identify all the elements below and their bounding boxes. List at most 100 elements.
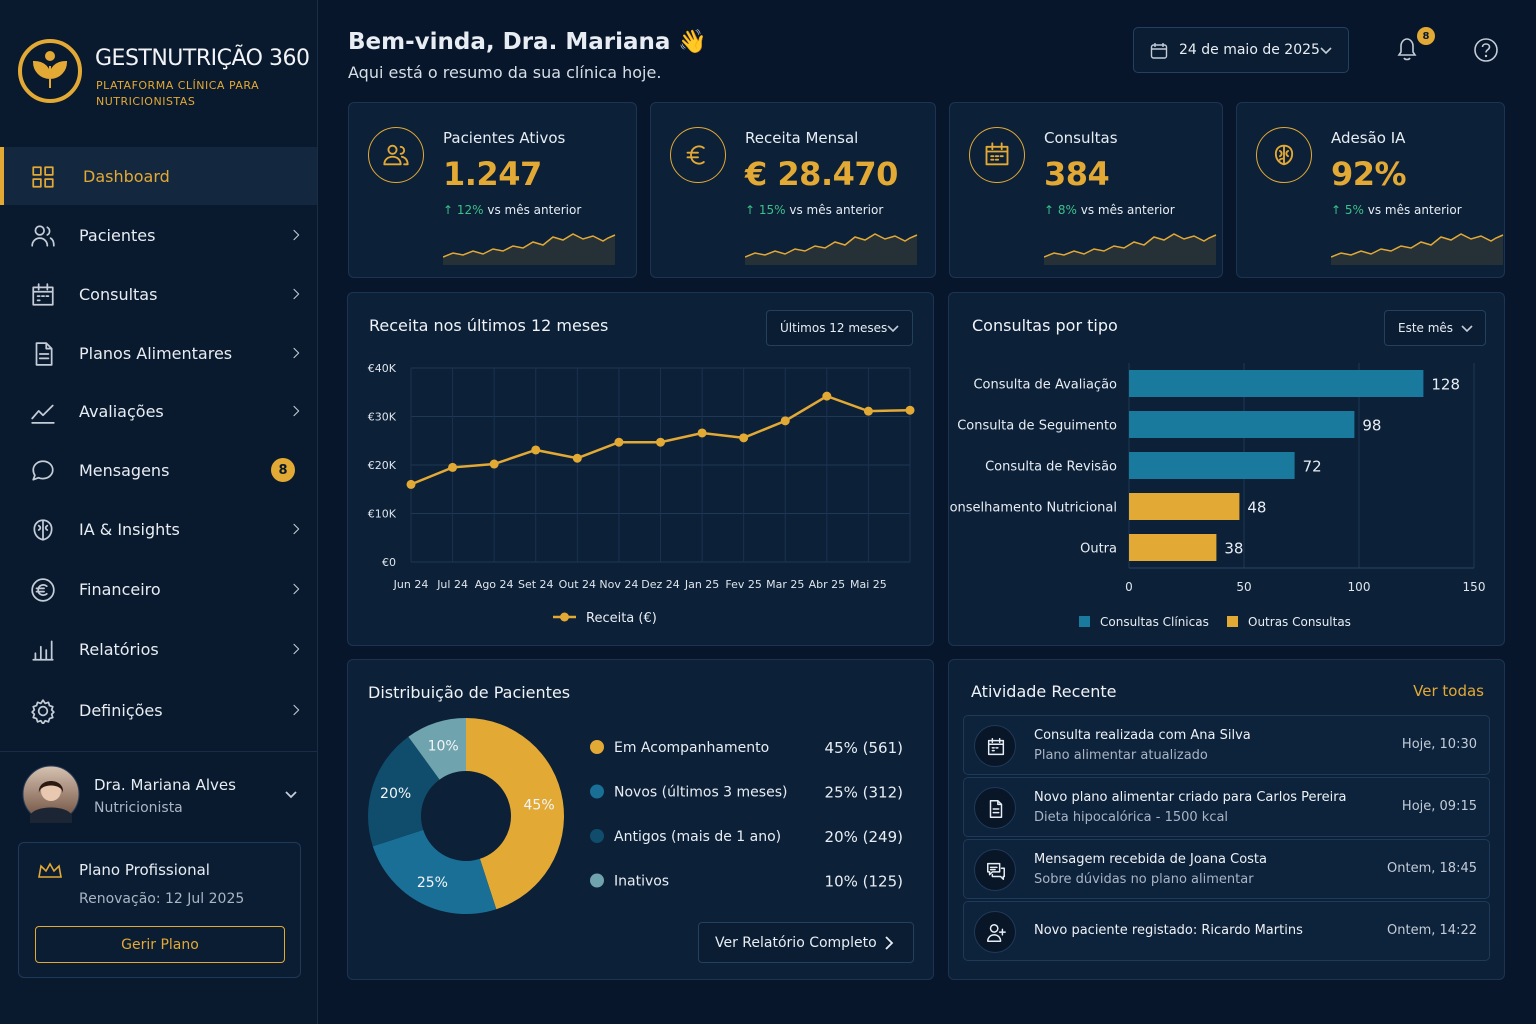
- x-tick-label: Ago 24: [475, 578, 514, 591]
- nav-item[interactable]: Planos Alimentares: [0, 324, 317, 382]
- period: Últimos 12 meses: [780, 321, 888, 335]
- user-menu-chevron[interactable]: [284, 788, 298, 802]
- chevron: [293, 405, 300, 417]
- nav-item[interactable]: Consultas: [0, 265, 317, 323]
- distribution-card: Distribuição de Pacientes 45% Em Acompanh…: [347, 659, 934, 980]
- activity-icon: [974, 725, 1016, 767]
- slice-label: 45%: [524, 797, 555, 813]
- legend-dot: [590, 829, 604, 843]
- arrow: ↑: [443, 203, 457, 217]
- chevron: [1461, 325, 1473, 333]
- x-tick-label: Mar 25: [766, 578, 804, 591]
- calendar-icon: [1150, 43, 1168, 59]
- legend-dot: [590, 873, 604, 888]
- nav-label: Planos Alimentares: [79, 343, 233, 363]
- nav-item[interactable]: IA & Insights: [0, 500, 317, 558]
- y-tick-label: Aconselhamento Nutricional: [949, 501, 1117, 516]
- crown-icon: [38, 862, 62, 878]
- icon-path: [1274, 144, 1294, 166]
- x-tick-label: Jul 24: [436, 578, 468, 591]
- icon-path: [293, 347, 300, 359]
- plan-name: Plano Profissional: [79, 861, 210, 879]
- icon: [686, 145, 705, 165]
- period-select[interactable]: Este mês: [1384, 310, 1486, 346]
- pie-chart: 45% Em Acompanhamento 45% (561) 25% Novos (ú…: [368, 718, 903, 914]
- date-picker[interactable]: 24 de maio de 2025: [1133, 27, 1349, 73]
- chevron: [293, 704, 300, 716]
- manage-plan-button[interactable]: Gerir Plano: [35, 926, 285, 963]
- legend-value: 45% (561): [825, 739, 903, 757]
- change-note: vs mês anterior: [1367, 203, 1462, 217]
- nav-item[interactable]: Financeiro: [0, 560, 317, 618]
- value-label: 128: [1431, 376, 1460, 394]
- nav-item[interactable]: Pacientes: [0, 206, 317, 264]
- greeting: Bem-vinda, Dra. Mariana 👋: [348, 29, 708, 55]
- nav-badge: 8: [271, 458, 295, 482]
- icon-path: [35, 342, 53, 366]
- bell-icon[interactable]: [1394, 34, 1424, 64]
- activity-icon: [974, 911, 1016, 953]
- activity-title: Consulta realizada com Ana Silva: [1034, 728, 1251, 743]
- point: [656, 437, 665, 447]
- icon: [383, 144, 409, 166]
- user-role: Nutricionista: [94, 800, 183, 816]
- change-note: vs mês anterior: [1080, 203, 1175, 217]
- see-all-link[interactable]: Ver todas: [1413, 682, 1484, 700]
- legend-label: Outras Consultas: [1248, 615, 1351, 629]
- nav-item[interactable]: Mensagens 8: [0, 441, 317, 499]
- arrow: ↑: [745, 203, 759, 217]
- icon-path: [989, 800, 1003, 818]
- legend-label: Inativos: [614, 874, 669, 890]
- nav-icon: [31, 404, 55, 424]
- chevron: [293, 643, 300, 655]
- sparkline-line: [443, 233, 616, 258]
- nav-icon: [31, 578, 55, 602]
- kpi-icon: [368, 127, 424, 183]
- brand: GESTNUTRIÇÃO 360: [95, 46, 310, 71]
- icon-path: [293, 288, 300, 300]
- activity-item[interactable]: Mensagem recebida de Joana Costa Sobre dú…: [963, 839, 1490, 899]
- kpi-card: Consultas 384 ↑ 8% vs mês anterior: [949, 102, 1223, 278]
- icon-path: [31, 225, 55, 247]
- icon-path: [686, 145, 705, 165]
- x-tick-label: Set 24: [518, 578, 554, 591]
- nav-label: Relatórios: [79, 639, 159, 659]
- nav-item[interactable]: Dashboard: [0, 147, 317, 205]
- nav-item[interactable]: Avaliações: [0, 382, 317, 440]
- activity-icon: [974, 849, 1016, 891]
- icon-path: [31, 404, 55, 424]
- sparkline-area: [1044, 234, 1216, 265]
- icon: [987, 738, 1005, 756]
- x-tick-label: 50: [1236, 580, 1251, 594]
- activity-item[interactable]: Novo paciente registado: Ricardo Martins…: [963, 901, 1490, 961]
- kpi-card: Pacientes Ativos 1.247 ↑ 12% vs mês anteri…: [348, 102, 637, 278]
- sparkline-line: [1044, 233, 1217, 258]
- point: [406, 479, 416, 489]
- nav-icon: [31, 225, 55, 247]
- help-icon[interactable]: [1473, 37, 1499, 63]
- point: [697, 428, 707, 438]
- bar-chart: 0 50 100 150 Consulta de Avaliação 128 Consult…: [949, 363, 1485, 629]
- activity-item[interactable]: Novo plano alimentar criado para Carlos …: [963, 777, 1490, 837]
- period-select[interactable]: Últimos 12 meses: [766, 310, 913, 346]
- report-button[interactable]: Ver Relatório Completo: [698, 922, 914, 963]
- card-title: Consultas por tipo: [972, 316, 1118, 335]
- nav-item[interactable]: Definições: [0, 681, 317, 739]
- y-tick-label: Consulta de Revisão: [985, 460, 1117, 475]
- activity-item[interactable]: Consulta realizada com Ana Silva Plano al…: [963, 715, 1490, 775]
- y-tick-label: €0: [382, 556, 396, 569]
- legend-swatch: [1227, 616, 1238, 627]
- icon-path: [987, 924, 1006, 942]
- chevron: [293, 288, 300, 300]
- kpi-change: ↑ 5% vs mês anterior: [1331, 203, 1462, 217]
- revenue-card: Receita nos últimos 12 meses Últimos 12 …: [347, 292, 934, 646]
- nav-item[interactable]: Relatórios: [0, 620, 317, 678]
- logo: [18, 39, 82, 103]
- sparkline: [443, 233, 616, 265]
- value-label: 98: [1362, 417, 1381, 435]
- slice: [372, 829, 497, 914]
- y-tick-label: €20K: [368, 459, 397, 472]
- avatar[interactable]: [22, 765, 80, 823]
- change-note: vs mês anterior: [789, 203, 884, 217]
- icon-path: [293, 405, 300, 417]
